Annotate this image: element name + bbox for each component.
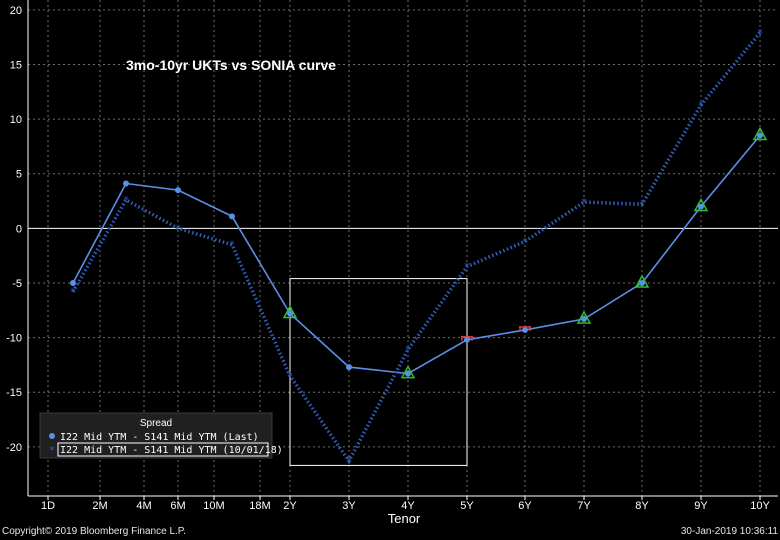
series-point-last (464, 336, 470, 343)
series-point-last (639, 279, 645, 286)
y-tick-label: -5 (12, 278, 22, 290)
legend: Spread I22 Mid YTM - S141 Mid YTM (Last) *… (39, 412, 283, 459)
x-tick-label: 2Y (283, 500, 297, 512)
legend-label-previous: I22 Mid YTM - S141 Mid YTM (10/01/18) (60, 445, 283, 456)
series-point-previous: * (123, 194, 129, 207)
triangle-marker (634, 274, 650, 288)
series-point-previous: * (581, 196, 587, 209)
triangle-marker (400, 365, 416, 379)
series-line-previous (71, 31, 762, 465)
x-tick-label: 9Y (694, 500, 708, 512)
x-tick-label: 4M (136, 500, 151, 512)
series-point-last (405, 370, 411, 377)
y-tick-label: -20 (6, 442, 22, 454)
x-tick-label: 8Y (635, 500, 649, 512)
red-marker (519, 325, 531, 331)
series-point-previous: * (229, 239, 235, 252)
series-point-last (581, 316, 587, 323)
x-tick-label: 6M (170, 500, 185, 512)
triangle-marker (693, 197, 709, 212)
series-point-previous: * (639, 198, 645, 211)
series-point-last (70, 279, 76, 286)
triangle-marker (752, 126, 768, 141)
x-tick-label: 6Y (518, 500, 532, 512)
series-point-last (287, 310, 293, 317)
series-point-previous: * (464, 261, 470, 274)
x-tick-label: 4Y (401, 500, 415, 512)
x-tick-label: 7Y (577, 500, 591, 512)
series-point-previous: * (346, 455, 352, 468)
x-axis-label: Tenor (388, 511, 421, 526)
series-point-last (698, 203, 704, 210)
legend-selected-outline (57, 442, 269, 457)
y-tick-label: 0 (16, 223, 22, 235)
legend-box (39, 412, 273, 459)
x-tick-label: 18M (249, 500, 270, 512)
legend-title: Spread (140, 418, 172, 429)
series-point-last (175, 187, 181, 194)
x-tick-label: 10Y (750, 500, 770, 512)
series-point-last (229, 213, 235, 220)
series-point-previous: * (287, 370, 293, 383)
x-tick-label: 10M (203, 500, 224, 512)
copyright-text: Copyright© 2019 Bloomberg Finance L.P. (2, 526, 186, 537)
legend-label-last: I22 Mid YTM - S141 Mid YTM (Last) (60, 432, 259, 443)
triangle-marker (576, 310, 592, 324)
triangle-marker (282, 304, 298, 319)
series-point-last (522, 326, 528, 333)
x-tick-label: 2M (92, 500, 107, 512)
series-point-previous: * (522, 235, 528, 248)
series-point-previous: * (757, 27, 763, 40)
legend-marker-previous: * (49, 444, 55, 457)
series-point-last (123, 180, 129, 187)
series-point-last (346, 364, 352, 371)
series-point-previous: * (175, 222, 181, 235)
y-tick-label: 10 (10, 114, 22, 126)
timestamp-text: 30-Jan-2019 10:36:11 (680, 526, 778, 537)
series-point-previous: * (70, 286, 76, 299)
y-tick-label: 5 (16, 169, 22, 181)
y-tick-label: -15 (6, 387, 22, 399)
x-tick-label: 1D (41, 500, 55, 512)
series-point-last (757, 132, 763, 139)
red-marker (461, 335, 473, 341)
y-tick-label: 15 (10, 59, 22, 71)
highlight-box (289, 278, 468, 466)
x-tick-label: 5Y (460, 500, 474, 512)
y-tick-label: 20 (10, 5, 22, 17)
y-tick-label: -10 (6, 333, 22, 345)
chart-title: 3mo-10yr UKTs vs SONIA curve (126, 57, 336, 73)
legend-marker-last (49, 433, 55, 439)
series-point-previous: * (405, 344, 411, 357)
series-point-previous: * (698, 99, 704, 112)
x-tick-label: 3Y (342, 500, 356, 512)
